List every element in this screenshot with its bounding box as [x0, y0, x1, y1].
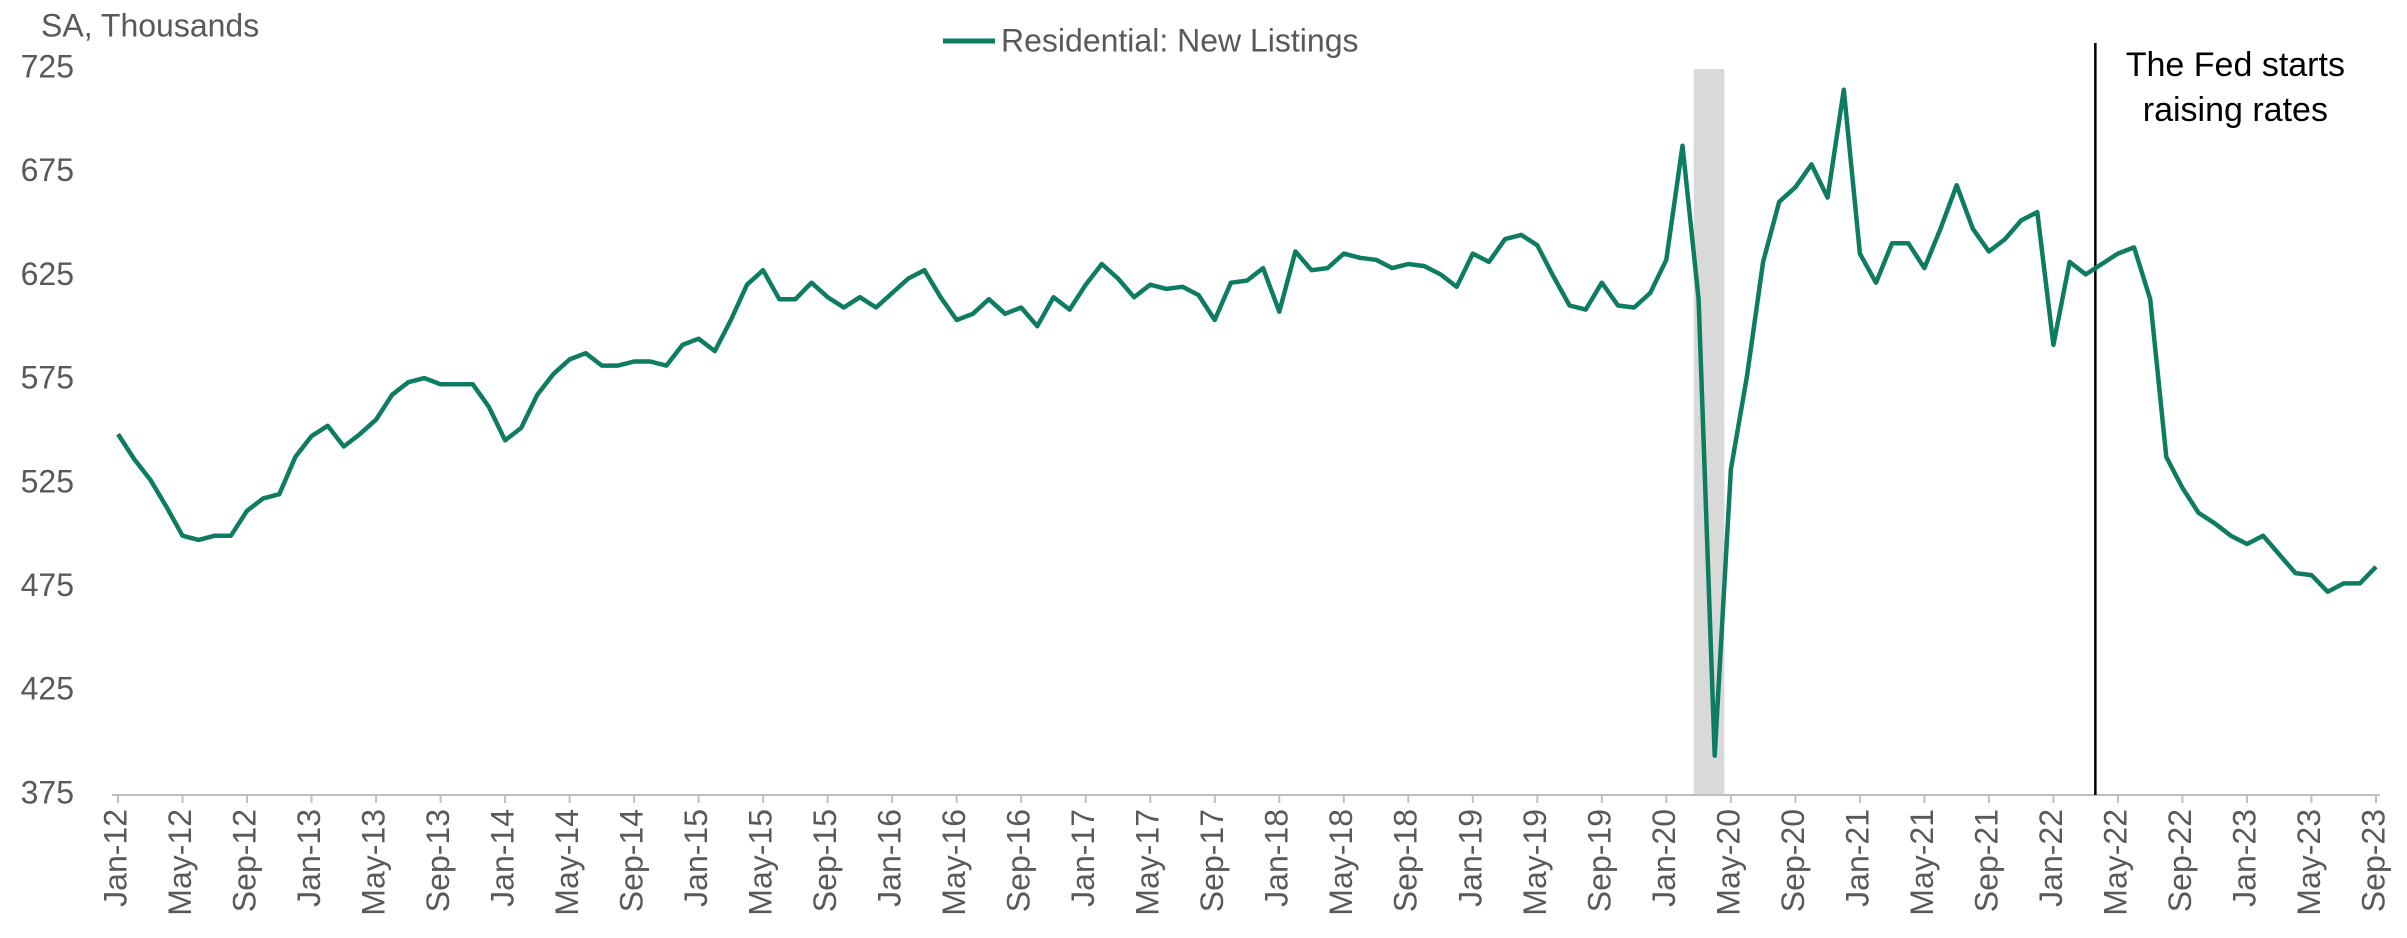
x-tick-label: Sep-13: [420, 809, 456, 912]
x-tick-label: May-14: [549, 809, 585, 916]
x-tick-label: Sep-17: [1194, 809, 1230, 912]
y-tick-label: 575: [21, 360, 74, 396]
x-tick-label: Jan-15: [678, 809, 714, 907]
x-tick-label: Sep-14: [614, 809, 650, 912]
x-tick-label: Sep-21: [1968, 809, 2004, 912]
y-tick-label: 625: [21, 256, 74, 292]
x-tick-label: Jan-14: [485, 809, 521, 907]
annotation-text: raising rates: [2143, 91, 2328, 129]
y-tick-label: 725: [21, 48, 74, 84]
x-tick-label: Jan-19: [1452, 809, 1488, 907]
x-tick-label: May-18: [1323, 809, 1359, 916]
x-tick-label: Sep-20: [1775, 809, 1811, 912]
x-tick-label: May-20: [1710, 809, 1746, 916]
y-tick-label: 425: [21, 671, 74, 707]
x-tick-label: Jan-16: [872, 809, 908, 907]
x-tick-label: Sep-12: [226, 809, 262, 912]
x-tick-label: Jan-21: [1839, 809, 1875, 907]
x-tick-label: May-21: [1904, 809, 1940, 916]
x-tick-label: May-22: [2097, 809, 2133, 916]
annotation-text: The Fed starts: [2126, 46, 2345, 84]
x-tick-label: Jan-17: [1065, 809, 1101, 907]
x-tick-label: May-16: [936, 809, 972, 916]
x-tick-label: Sep-23: [2355, 809, 2391, 912]
x-tick-label: May-12: [162, 809, 198, 916]
y-tick-label: 375: [21, 774, 74, 810]
x-tick-label: May-23: [2291, 809, 2327, 916]
x-tick-label: Jan-18: [1259, 809, 1295, 907]
x-tick-label: May-19: [1517, 809, 1553, 916]
y-tick-label: 475: [21, 567, 74, 603]
x-tick-label: Jan-12: [97, 809, 133, 907]
y-tick-label: 675: [21, 152, 74, 188]
legend-label: Residential: New Listings: [1001, 22, 1359, 58]
x-tick-label: Jan-13: [291, 809, 327, 907]
y-axis-label: SA, Thousands: [41, 7, 259, 43]
x-tick-label: Jan-23: [2226, 809, 2262, 907]
x-tick-label: Sep-16: [1001, 809, 1037, 912]
x-tick-label: May-13: [356, 809, 392, 916]
y-tick-label: 525: [21, 463, 74, 499]
x-tick-label: May-15: [743, 809, 779, 916]
x-tick-label: Jan-22: [2033, 809, 2069, 907]
x-tick-label: Sep-18: [1388, 809, 1424, 912]
series-line: [116, 87, 2378, 758]
x-tick-label: May-17: [1130, 809, 1166, 916]
x-tick-label: Sep-22: [2162, 809, 2198, 912]
x-tick-label: Sep-15: [807, 809, 843, 912]
x-tick-label: Sep-19: [1581, 809, 1617, 912]
x-tick-label: Jan-20: [1646, 809, 1682, 907]
